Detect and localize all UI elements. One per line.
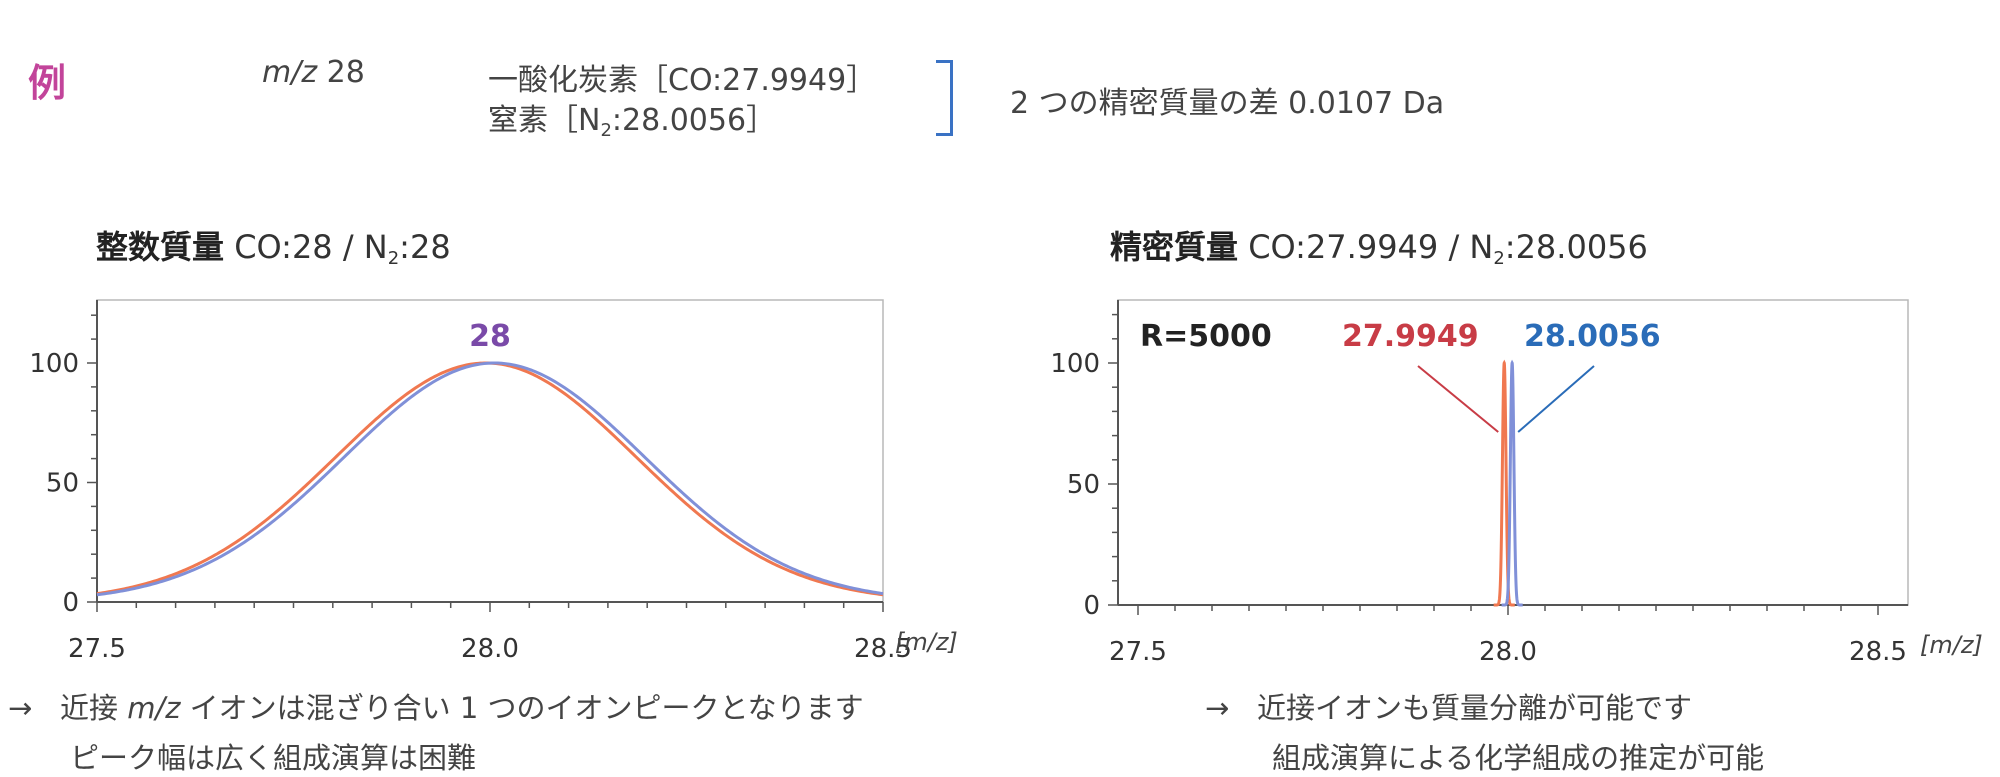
left-title-rest: CO:28 / N xyxy=(224,228,388,266)
left-title-end: :28 xyxy=(399,228,451,266)
right-chart-title: 精密質量 CO:27.9949 / N2:28.0056 xyxy=(1110,222,1648,268)
left-note-line1: → 近接 m/z イオンは混ざり合い 1 つのイオンピークとなります xyxy=(8,685,864,727)
left-chart-title: 整数質量 CO:28 / N2:28 xyxy=(96,222,451,268)
mz-label: m/z 28 xyxy=(262,55,365,90)
left-chart-y-tick-label: 0 xyxy=(62,588,79,618)
left-chart-x-tick-label: 27.5 xyxy=(68,634,126,664)
left-chart-peak-label: 28 xyxy=(469,319,511,354)
right-chart-x-tick-label: 28.5 xyxy=(1849,637,1907,667)
right-chart-x-tick-label: 27.5 xyxy=(1109,637,1167,667)
right-title-bold: 精密質量 xyxy=(1110,228,1239,266)
compound-co: 一酸化炭素［CO:27.9949］ xyxy=(488,63,877,98)
compound-n2-prefix: 窒素［N xyxy=(488,103,601,138)
right-note1: 近接イオンも質量分離が可能です xyxy=(1256,691,1692,725)
compound-n2: 窒素［N2:28.0056］ xyxy=(488,95,777,141)
right-chart-y-tick-label: 0 xyxy=(1083,591,1100,621)
left-note-arrow: → xyxy=(8,691,33,725)
right-title-sub: 2 xyxy=(1493,248,1505,269)
right-chart-leader-co xyxy=(1417,365,1499,433)
mz-prefix: m/z xyxy=(262,55,318,90)
left-chart-series-2-line xyxy=(96,361,884,597)
left-chart-x-tick-label: 28.0 xyxy=(461,634,519,664)
right-chart-y-tick-label: 100 xyxy=(1050,349,1100,379)
right-note-line1: → 近接イオンも質量分離が可能です xyxy=(1205,685,1692,727)
right-bracket xyxy=(936,60,953,136)
right-chart-series-2-line xyxy=(1501,359,1523,607)
mass-difference-text: 2 つの精密質量の差 0.0107 Da xyxy=(1010,86,1445,121)
compound-n2-subscript: 2 xyxy=(600,120,612,141)
left-chart: 27.5 28.0 28.5 0 50 100 [m/z] 28 xyxy=(29,299,958,664)
right-chart: 27.5 28.0 28.5 0 50 100 [m/z] R=5000 27.9949 28.0… xyxy=(1050,299,1983,667)
left-chart-y-tick-label: 100 xyxy=(29,349,79,379)
right-chart-peak-label-n2: 28.0056 xyxy=(1524,319,1661,354)
left-note1-b: イオンは混ざり合い 1 つのイオンピークとなります xyxy=(180,691,864,725)
right-note-arrow: → xyxy=(1205,691,1230,725)
right-chart-x-tick-label: 28.0 xyxy=(1479,637,1537,667)
right-chart-leader-n2 xyxy=(1517,365,1595,433)
right-chart-series-1-line xyxy=(1493,359,1515,607)
right-chart-y-tick-label: 50 xyxy=(1067,470,1100,500)
left-title-sub: 2 xyxy=(387,248,400,269)
left-note-line2: ピーク幅は広く組成演算は困難 xyxy=(70,741,477,775)
compound-n2-suffix: :28.0056］ xyxy=(611,103,777,138)
right-title-end: :28.0056 xyxy=(1504,228,1648,266)
left-note1-mz: m/z xyxy=(127,691,181,725)
left-chart-x-axis-label: [m/z] xyxy=(895,628,958,656)
right-title-rest: CO:27.9949 / N xyxy=(1238,228,1494,266)
mz-value: 28 xyxy=(326,55,365,90)
right-chart-peak-label-co: 27.9949 xyxy=(1342,319,1479,354)
left-note1-a: 近接 xyxy=(59,691,128,725)
right-note-line2: 組成演算による化学組成の推定が可能 xyxy=(1272,741,1765,775)
left-title-bold: 整数質量 xyxy=(96,228,225,266)
left-chart-y-tick-label: 50 xyxy=(46,469,79,499)
right-chart-resolution-label: R=5000 xyxy=(1140,319,1272,354)
right-chart-x-axis-label: [m/z] xyxy=(1920,631,1983,659)
example-label: 例 xyxy=(28,61,67,105)
left-chart-x-tick-label: 28.5 xyxy=(854,634,912,664)
